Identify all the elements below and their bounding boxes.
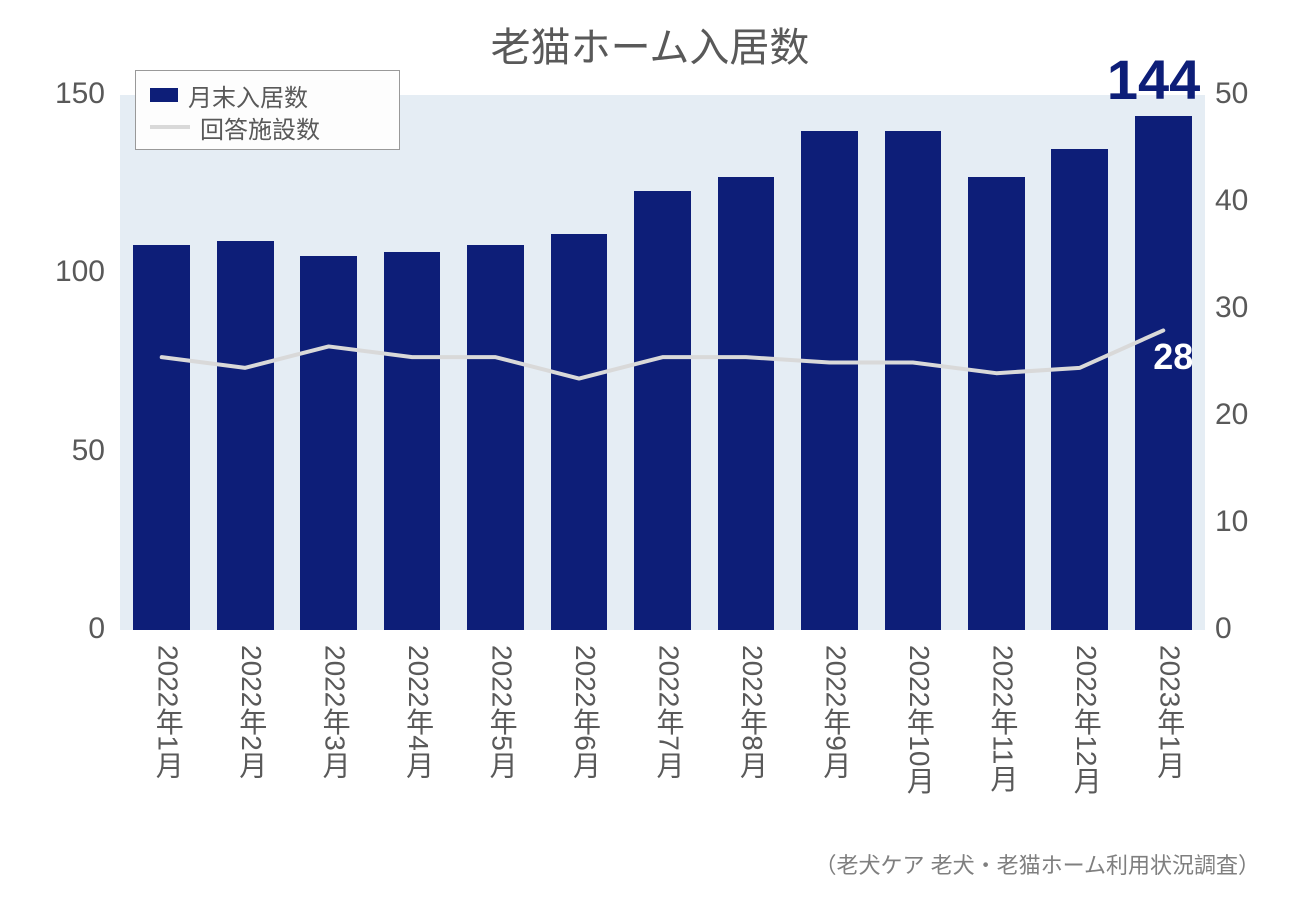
x-tick-label: 2022年12月 bbox=[1066, 645, 1106, 794]
x-tick-label: 2022年7月 bbox=[649, 645, 689, 779]
y-right-tick-label: 20 bbox=[1215, 398, 1295, 432]
legend-item-line: 回答施設数 bbox=[150, 111, 385, 143]
x-tick-label: 2022年3月 bbox=[315, 645, 355, 779]
legend-label: 月末入居数 bbox=[188, 78, 308, 113]
x-tick-label: 2022年5月 bbox=[482, 645, 522, 779]
chart-container: 老猫ホーム入居数 月末入居数 回答施設数 0 50 100 150 0 10 20 30 40… bbox=[0, 0, 1300, 900]
y-left-tick-label: 150 bbox=[5, 77, 105, 111]
line-swatch-icon bbox=[150, 125, 190, 129]
legend-item-bar: 月末入居数 bbox=[150, 79, 385, 111]
plot-area bbox=[120, 95, 1205, 630]
x-tick-label: 2022年4月 bbox=[398, 645, 438, 779]
y-right-tick-label: 50 bbox=[1215, 77, 1295, 111]
bar-swatch-icon bbox=[150, 88, 178, 102]
x-tick-label: 2022年11月 bbox=[982, 645, 1022, 792]
y-left-tick-label: 50 bbox=[5, 434, 105, 468]
x-tick-label: 2022年2月 bbox=[231, 645, 271, 779]
legend-label: 回答施設数 bbox=[200, 110, 320, 145]
line-callout-value: 28 bbox=[1153, 336, 1193, 378]
x-tick-label: 2022年8月 bbox=[732, 645, 772, 779]
x-tick-label: 2023年1月 bbox=[1149, 645, 1189, 779]
x-tick-label: 2022年10月 bbox=[899, 645, 939, 794]
y-right-tick-label: 40 bbox=[1215, 184, 1295, 218]
bar-callout-value: 144 bbox=[1107, 47, 1200, 112]
chart-title: 老猫ホーム入居数 bbox=[0, 15, 1300, 73]
x-tick-label: 2022年6月 bbox=[565, 645, 605, 779]
line-series bbox=[120, 95, 1205, 630]
y-left-tick-label: 0 bbox=[5, 612, 105, 646]
x-tick-label: 2022年1月 bbox=[148, 645, 188, 779]
x-tick-label: 2022年9月 bbox=[815, 645, 855, 779]
legend: 月末入居数 回答施設数 bbox=[135, 70, 400, 150]
y-left-tick-label: 100 bbox=[5, 255, 105, 289]
y-right-tick-label: 10 bbox=[1215, 505, 1295, 539]
y-right-tick-label: 30 bbox=[1215, 291, 1295, 325]
source-note: （老犬ケア 老犬・老猫ホーム利用状況調査） bbox=[815, 848, 1260, 880]
y-right-tick-label: 0 bbox=[1215, 612, 1295, 646]
